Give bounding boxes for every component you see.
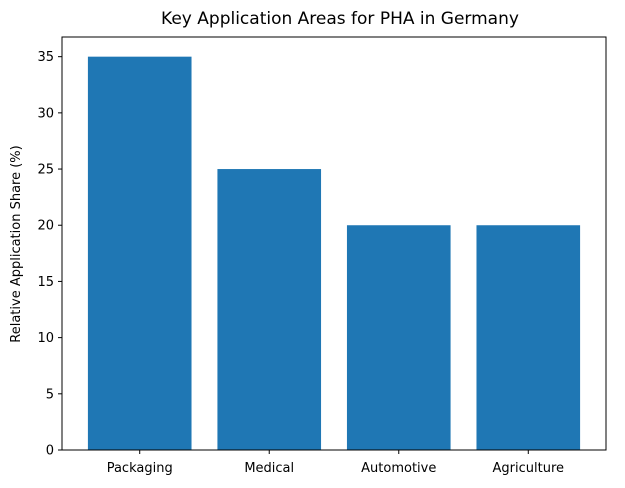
chart-title: Key Application Areas for PHA in Germany	[161, 9, 519, 29]
y-tick-label: 35	[37, 50, 54, 65]
y-axis-label: Relative Application Share (%)	[9, 145, 24, 342]
x-tick-label: Medical	[244, 461, 294, 476]
bar-agriculture	[476, 225, 581, 450]
bar-packaging	[87, 56, 192, 451]
x-tick-label: Packaging	[107, 461, 173, 476]
y-tick-label: 0	[46, 444, 54, 459]
y-tick-label: 15	[37, 275, 54, 290]
y-tick-label: 25	[37, 163, 54, 178]
y-tick-label: 10	[37, 331, 54, 346]
y-tick-label: 30	[37, 106, 54, 121]
x-axis-ticks: Packaging Medical Automotive Agriculture	[107, 450, 564, 476]
x-tick-label: Automotive	[361, 461, 436, 476]
bar-medical	[217, 169, 322, 451]
bar-automotive	[346, 225, 451, 450]
bars-group	[87, 56, 581, 451]
y-tick-label: 20	[37, 219, 54, 234]
y-tick-label: 5	[46, 387, 54, 402]
plot-frame	[61, 36, 607, 451]
x-tick-label: Agriculture	[493, 461, 565, 476]
y-axis-ticks: 0 5 10 15 20 25 30 35	[37, 50, 62, 459]
